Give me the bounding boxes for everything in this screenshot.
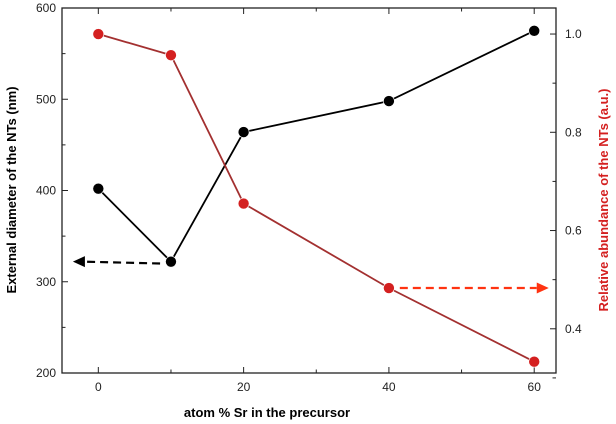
x-axis-title: atom % Sr in the precursor xyxy=(184,405,350,420)
y-left-tick-label: 600 xyxy=(36,1,56,15)
series-1-point xyxy=(528,25,541,37)
series-1-point xyxy=(165,255,177,268)
y-right-tick-label: 0.8 xyxy=(565,125,582,139)
left-axis-arrow-head xyxy=(72,256,85,268)
series-1-point xyxy=(92,182,105,195)
ticks-layer: 0 20 40 60 200 300 400 500 600 0.4 0.6 0.8 1.0 xyxy=(36,1,582,394)
y-right-tick-label: 0.4 xyxy=(565,322,582,336)
y-left-tick-label: 500 xyxy=(36,92,56,106)
series-2-point xyxy=(92,28,105,40)
series-2-point xyxy=(383,282,395,294)
y-left-tick-label: 400 xyxy=(36,184,56,198)
x-tick-label: 40 xyxy=(382,380,396,394)
series-2-point xyxy=(165,49,177,61)
y-axis-right-title: Relative abundance of the NTs (a.u.) xyxy=(596,89,611,312)
series-layer xyxy=(92,25,541,368)
series-line-2 xyxy=(98,33,535,363)
x-tick-label: 20 xyxy=(237,380,251,394)
y-right-tick-label: 1.0 xyxy=(565,27,582,41)
right-axis-arrow-head xyxy=(536,282,549,294)
y-left-tick-label: 200 xyxy=(36,366,56,380)
plot-border xyxy=(61,7,557,374)
series-1-point xyxy=(383,95,395,107)
y-left-tick-label: 300 xyxy=(36,275,56,289)
series-2-point xyxy=(237,197,250,210)
y-right-tick-label: 0.6 xyxy=(565,224,582,238)
y-axis-left-title: External diameter of the NTs (nm) xyxy=(4,86,19,293)
annotation-layer xyxy=(72,256,549,294)
series-line-1 xyxy=(97,30,535,264)
series-2-point xyxy=(528,355,541,368)
x-tick-label: 60 xyxy=(528,380,542,394)
series-1-point xyxy=(237,126,250,138)
plot-frame xyxy=(61,7,557,374)
x-tick-label: 0 xyxy=(95,380,102,394)
left-axis-arrow-shaft xyxy=(84,260,161,265)
